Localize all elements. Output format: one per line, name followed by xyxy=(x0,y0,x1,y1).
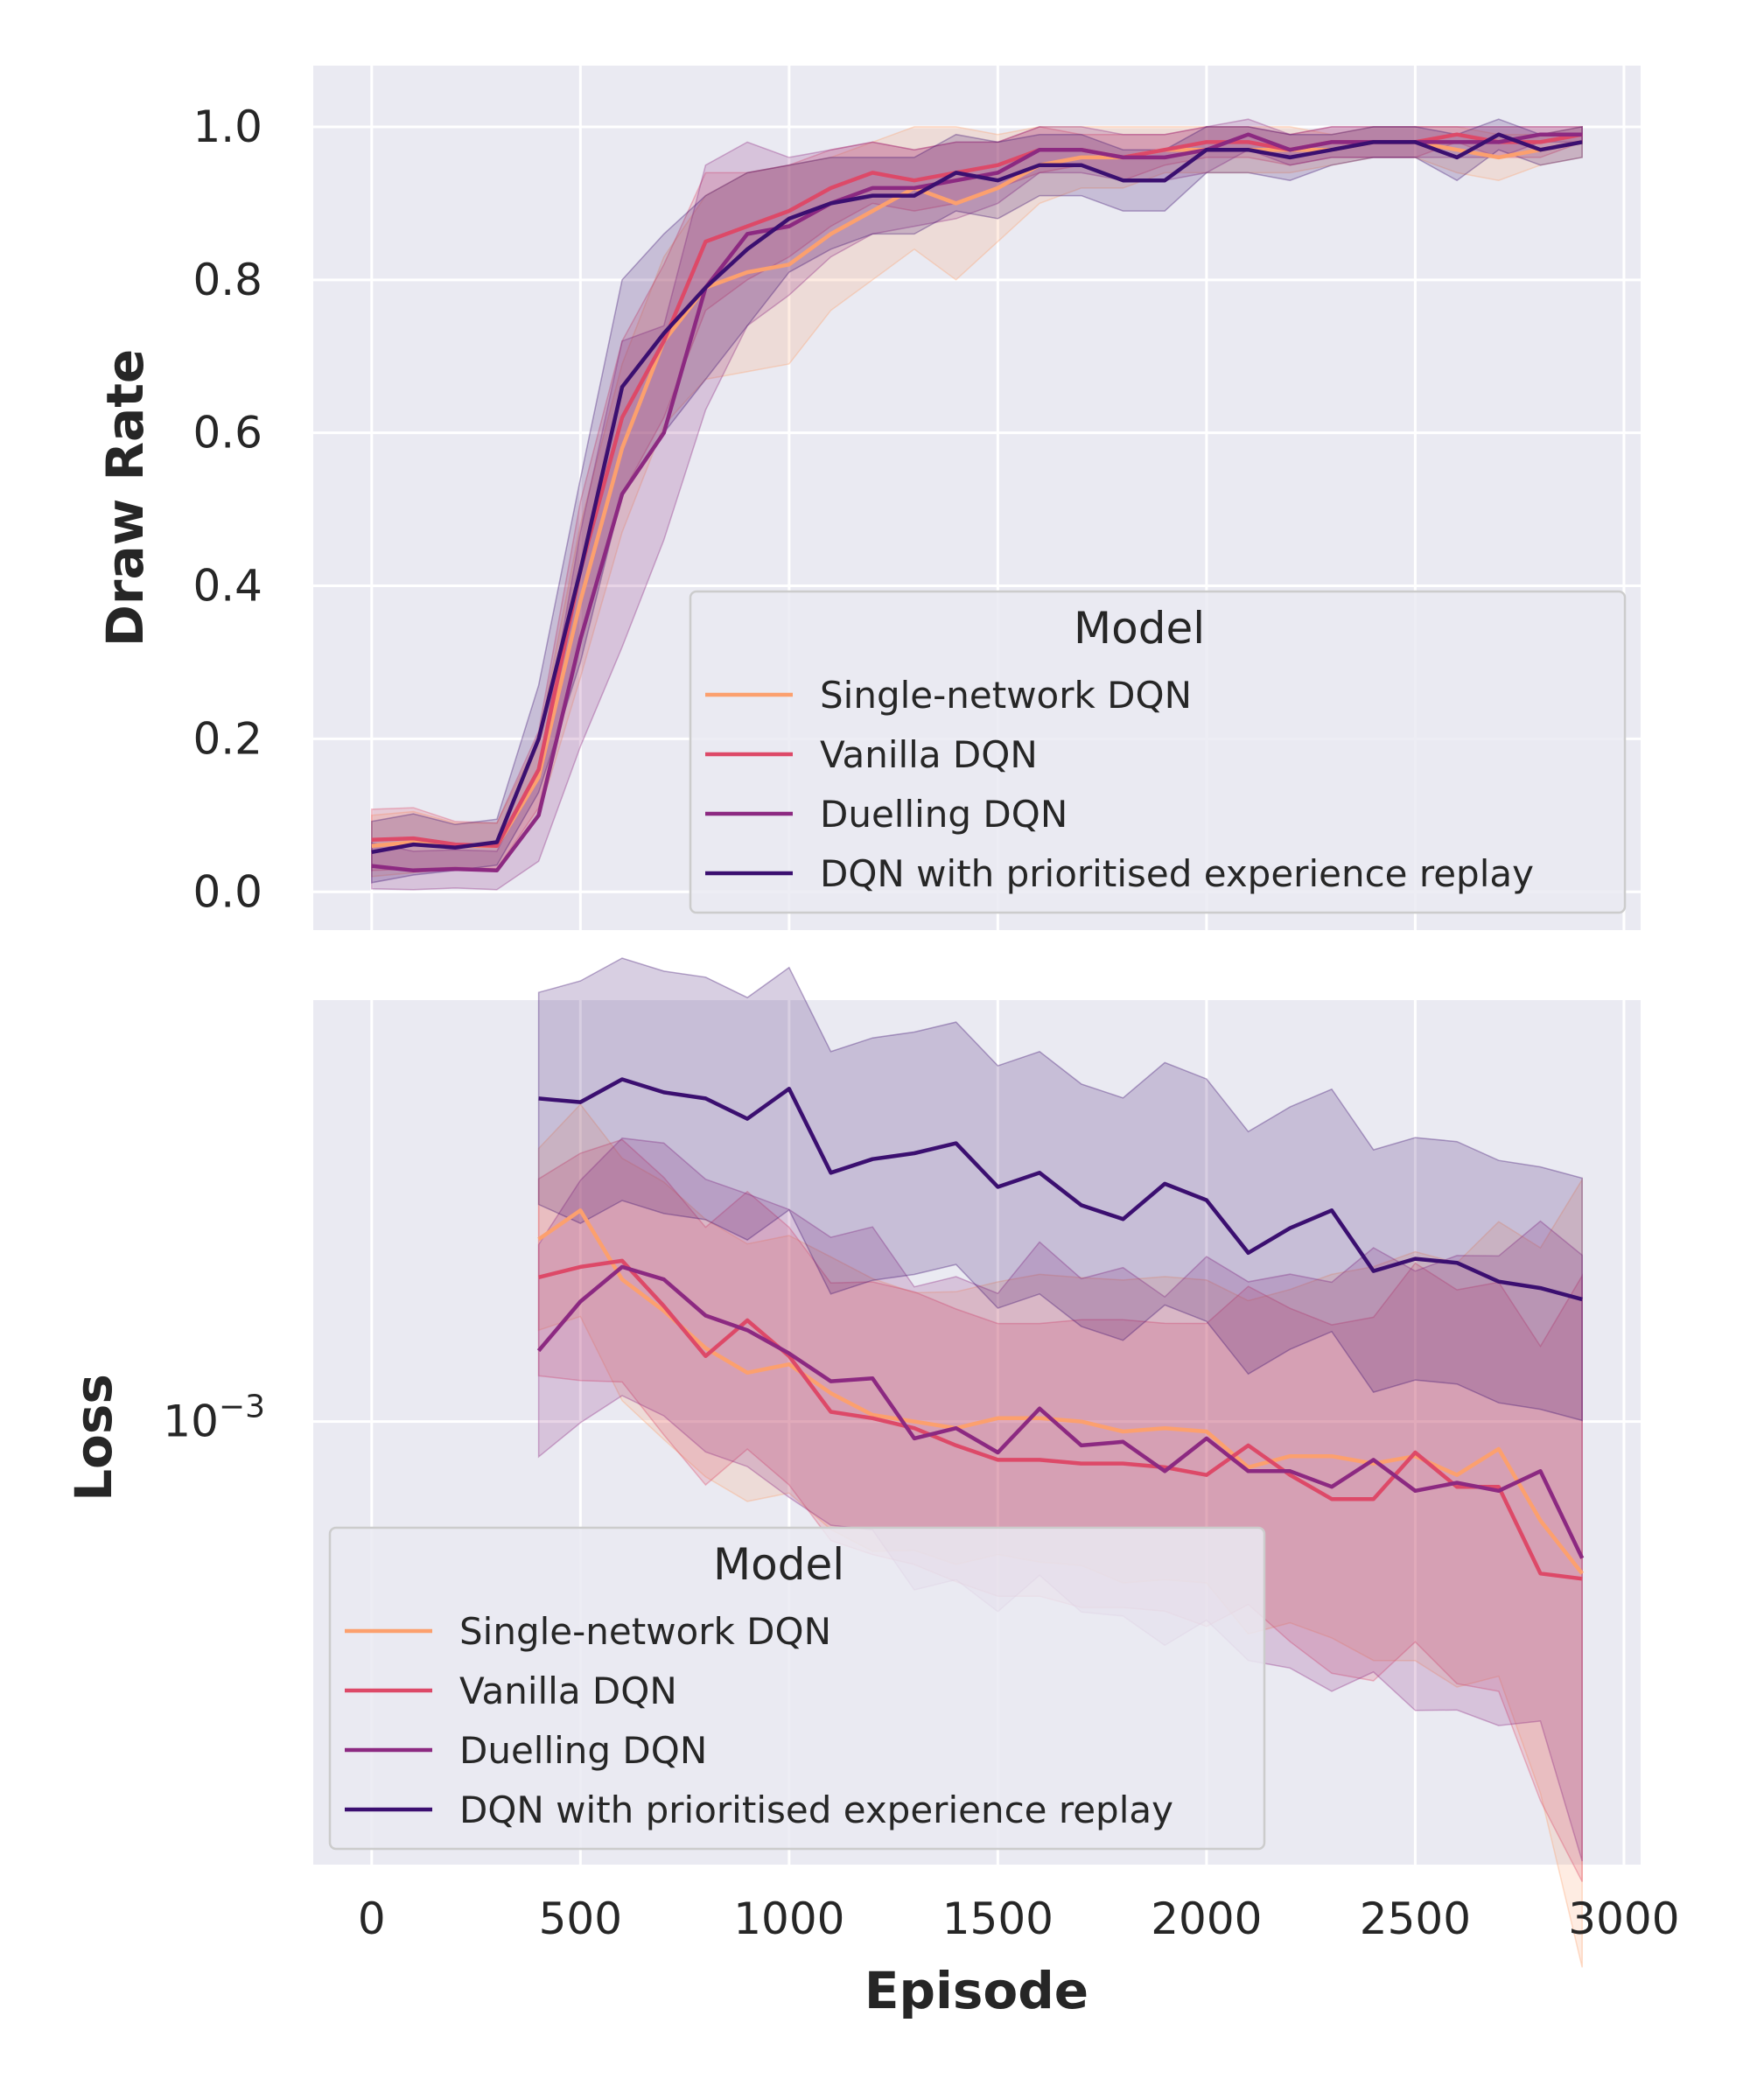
legend-entry: Single-network DQN xyxy=(459,1610,831,1653)
loss-lines xyxy=(536,1077,1585,1581)
legend-entry: DQN with prioritised experience replay xyxy=(459,1788,1173,1831)
x-tick-label: 2000 xyxy=(1151,1894,1262,1944)
legend-entry: DQN with prioritised experience replay xyxy=(820,852,1534,895)
x-tick-label: 1500 xyxy=(942,1894,1054,1944)
x-tick-label: 0 xyxy=(358,1894,386,1944)
draw-rate-y-tick-labels: 0.0 0.2 0.4 0.6 0.8 1.0 xyxy=(192,102,262,917)
loss-y-tick-labels: 10−3 xyxy=(163,1390,265,1447)
draw-rate-y-axis-label: Draw Rate xyxy=(95,349,155,648)
draw-rate-lines xyxy=(371,132,1583,873)
legend-title: Model xyxy=(1074,603,1205,654)
legend-entry: Single-network DQN xyxy=(820,674,1192,717)
series-line xyxy=(538,1077,1583,1302)
series-line xyxy=(536,1264,1585,1559)
y-tick-label: 1.0 xyxy=(192,102,262,152)
legend-entry: Vanilla DQN xyxy=(820,733,1038,776)
draw-rate-legend: Model Single-network DQN Vanilla DQN Duelli… xyxy=(689,590,1627,914)
x-axis-label: Episode xyxy=(864,1961,1088,2020)
legend-entry: Duelling DQN xyxy=(820,793,1068,836)
confidence-band xyxy=(371,118,1583,884)
y-tick-label: 0.0 xyxy=(192,866,262,917)
series-line xyxy=(371,132,1583,855)
y-tick-label: 0.4 xyxy=(192,561,262,612)
loss-legend: Model Single-network DQN Vanilla DQN Duelli… xyxy=(328,1526,1266,1851)
legend-box xyxy=(689,590,1627,914)
y-tick-label: 0.2 xyxy=(192,713,262,764)
x-tick-label: 500 xyxy=(539,1894,622,1944)
x-tick-label: 1000 xyxy=(733,1894,844,1944)
y-tick-label: 0.8 xyxy=(192,255,262,305)
x-tick-label: 2500 xyxy=(1360,1894,1471,1944)
y-tick-label: 10−3 xyxy=(163,1390,265,1447)
legend-entry: Vanilla DQN xyxy=(459,1670,677,1712)
y-tick-label: 0.6 xyxy=(192,408,262,458)
loss-y-axis-label: Loss xyxy=(64,1374,123,1502)
loss-panel: 10−3 Loss Model Single-network DQN Vanilla… xyxy=(64,957,1641,1968)
draw-rate-panel: 0.0 0.2 0.4 0.6 0.8 1.0 Draw Rate Model Single… xyxy=(95,66,1641,930)
legend-box xyxy=(328,1526,1266,1851)
legend-entry: Duelling DQN xyxy=(459,1729,707,1772)
x-tick-labels: 0 500 1000 1500 2000 2500 3000 xyxy=(358,1894,1680,1944)
series-line xyxy=(538,1258,1583,1581)
legend-title: Model xyxy=(713,1539,844,1590)
x-tick-label: 3000 xyxy=(1568,1894,1679,1944)
